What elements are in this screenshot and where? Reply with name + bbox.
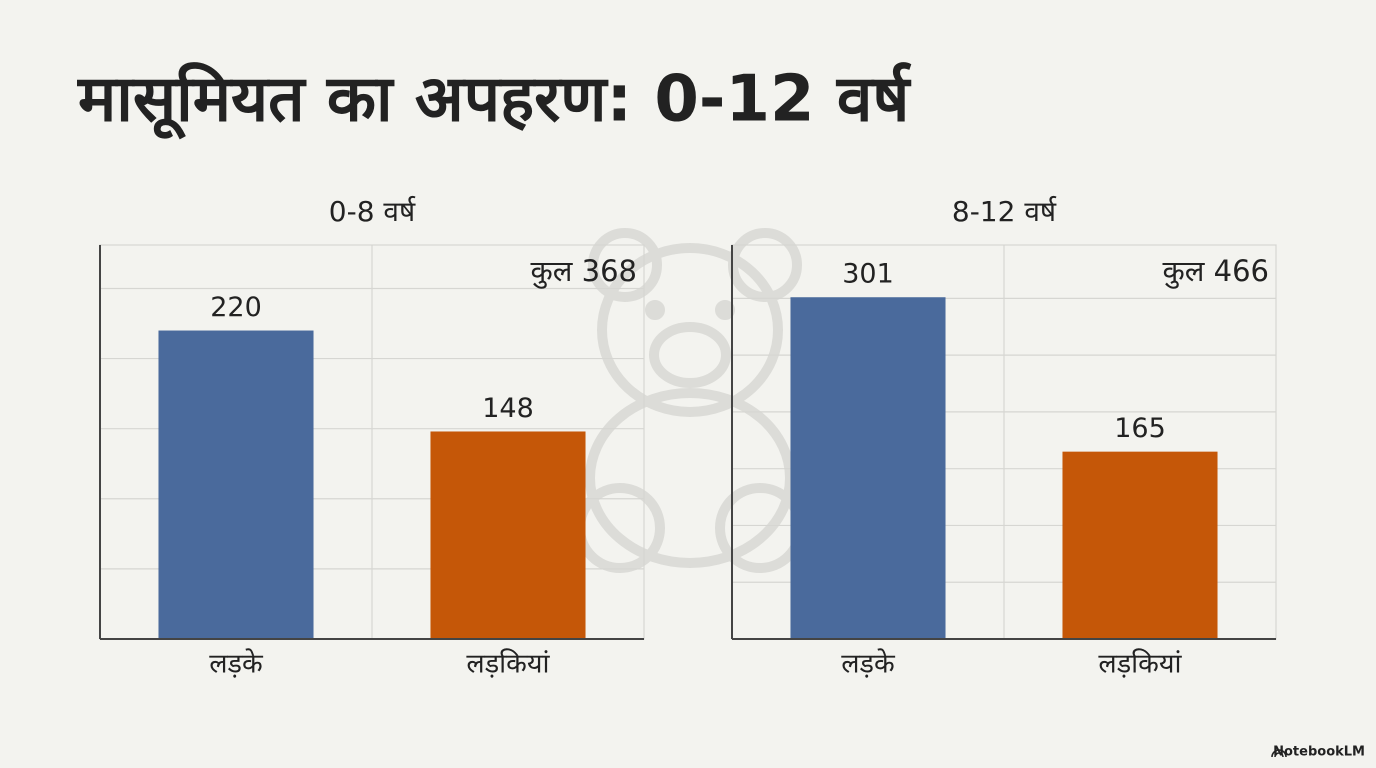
value-label: 148 [482, 393, 534, 424]
chart-title: 8-12 वर्ष [952, 195, 1057, 228]
x-tick-label: लड़के [841, 648, 896, 680]
slide-title: मासूमियत का अपहरण: 0-12 वर्ष [77, 62, 911, 140]
footer: NotebookLM [1273, 745, 1365, 760]
x-tick-label: लड़कियां [466, 648, 550, 680]
value-label: 220 [210, 292, 262, 323]
value-label: 165 [1114, 413, 1166, 444]
charts: 0-8 वर्ष 220 लड़के 148 लड़कियां कुल 368 8-12 व… [99, 195, 1277, 680]
annotation: कुल 466 [1162, 254, 1269, 289]
bar [790, 297, 946, 639]
bar [158, 330, 314, 639]
x-tick-label: लड़कियां [1098, 648, 1182, 680]
bar [1062, 451, 1218, 639]
footer-logo [1271, 749, 1287, 758]
x-tick-label: लड़के [209, 648, 264, 680]
bar [430, 431, 586, 639]
annotation: कुल 368 [530, 254, 637, 289]
chart-title: 0-8 वर्ष [329, 195, 416, 228]
value-label: 301 [842, 259, 894, 290]
